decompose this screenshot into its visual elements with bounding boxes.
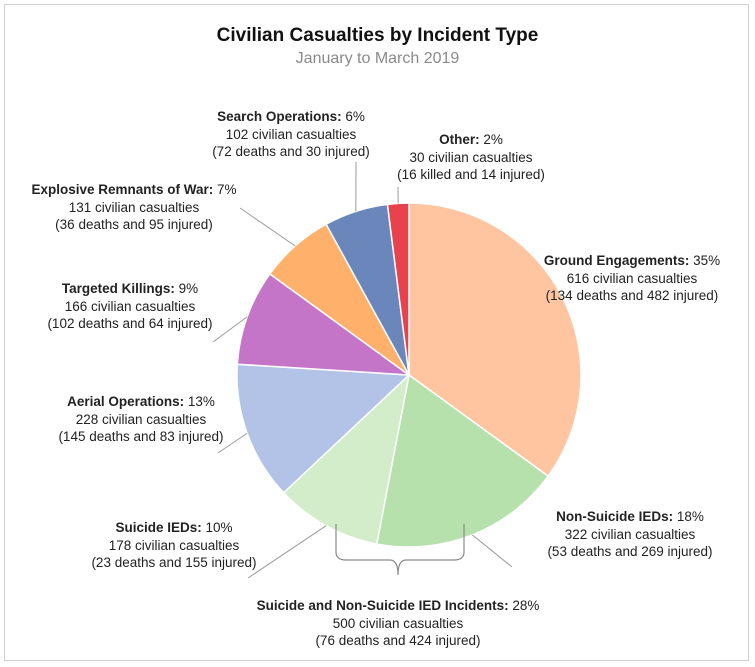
label-targeted-killings: Targeted Killings: 9% 166 civilian casua…: [47, 281, 213, 331]
chart-subtitle: January to March 2019: [295, 50, 460, 67]
label-aerial-operations: Aerial Operations: 13% 228 civilian casu…: [58, 394, 224, 444]
leader-line: [217, 432, 248, 454]
label-other: Other: 2% 30 civilian casualties (16 kil…: [397, 132, 545, 182]
label-search-operations: Search Operations: 6% 102 civilian casua…: [212, 109, 370, 159]
leader-line: [212, 316, 248, 343]
ied-group-brace: [335, 524, 465, 576]
label-ground-engagements: Ground Engagements: 35% 616 civilian cas…: [543, 253, 721, 303]
leader-line: [247, 525, 327, 579]
label-explosive-remnants: Explosive Remnants of War: 7% 131 civili…: [31, 182, 237, 232]
leader-line: [472, 534, 513, 568]
pie-slice-non-suicide-ieds: [375, 373, 550, 548]
label-non-suicide-ieds: Non-Suicide IEDs: 18% 322 civilian casua…: [547, 509, 713, 559]
label-ied-incidents-group: Suicide and Non-Suicide IED Incidents: 2…: [256, 598, 540, 648]
leader-line: [239, 207, 296, 247]
label-suicide-ieds: Suicide IEDs: 10% 178 civilian casualtie…: [91, 520, 257, 570]
chart-title: Civilian Casualties by Incident Type: [216, 25, 539, 46]
pie-slice-aerial-operations: [236, 363, 411, 494]
pie-slice-other: [386, 202, 410, 376]
pie-slice-targeted-killings: [236, 272, 412, 376]
pie-slice-ground-engagements: [408, 202, 582, 478]
